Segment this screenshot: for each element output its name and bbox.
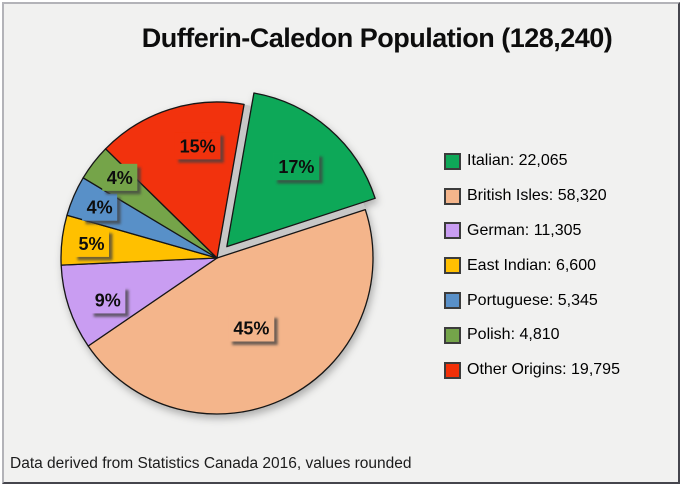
legend-color-swatch [444, 152, 461, 170]
slice-label-italian: 17% [273, 153, 320, 181]
slice-percent-text: 15% [180, 136, 216, 156]
slice-percent-text: 9% [95, 290, 121, 310]
legend-item-east-indian: East Indian: 6,600 [444, 248, 620, 283]
legend-color-swatch [444, 292, 461, 310]
legend-item-other-origins: Other Origins: 19,795 [444, 353, 620, 388]
slice-percent-text: 4% [107, 168, 133, 188]
legend-item-italian: Italian: 22,065 [444, 144, 620, 179]
legend-color-swatch [444, 222, 461, 240]
legend-color-swatch [444, 326, 461, 344]
pie-slice-british-isles [87, 208, 374, 415]
slice-percent-text: 17% [278, 157, 314, 177]
slice-percent-text: 5% [78, 234, 104, 254]
legend-item-polish: Polish: 4,810 [444, 318, 620, 353]
legend-label: Portuguese: 5,345 [467, 291, 598, 309]
slice-label-portuguese: 4% [82, 193, 118, 221]
legend-item-portuguese: Portuguese: 5,345 [444, 283, 620, 318]
legend-color-swatch [444, 187, 461, 205]
slice-percent-text: 45% [233, 318, 269, 338]
legend-label: German: 11,305 [467, 221, 582, 239]
legend-label: Polish: 4,810 [467, 326, 560, 344]
legend-item-german: German: 11,305 [444, 214, 620, 249]
slice-percent-text: 4% [87, 198, 113, 218]
legend-label: East Indian: 6,600 [467, 256, 596, 274]
legend-color-swatch [444, 257, 461, 275]
legend-color-swatch [444, 361, 461, 379]
legend-label: Other Origins: 19,795 [467, 361, 620, 379]
pie-slice-german [60, 257, 218, 347]
slice-label-british-isles: 45% [228, 314, 275, 342]
slice-label-german: 9% [90, 286, 126, 314]
slice-label-east-indian: 5% [73, 229, 109, 257]
legend-label: British Isles: 58,320 [467, 187, 607, 205]
slice-label-polish: 4% [102, 163, 138, 191]
slice-label-other-origins: 15% [174, 132, 221, 160]
source-note: Data derived from Statistics Canada 2016… [10, 455, 412, 472]
chart-title: Dufferin-Caledon Population (128,240) [141, 23, 613, 53]
legend: Italian: 22,065 British Isles: 58,320 Germ… [444, 144, 620, 388]
legend-label: Italian: 22,065 [467, 152, 568, 170]
legend-item-british-isles: British Isles: 58,320 [444, 179, 620, 214]
